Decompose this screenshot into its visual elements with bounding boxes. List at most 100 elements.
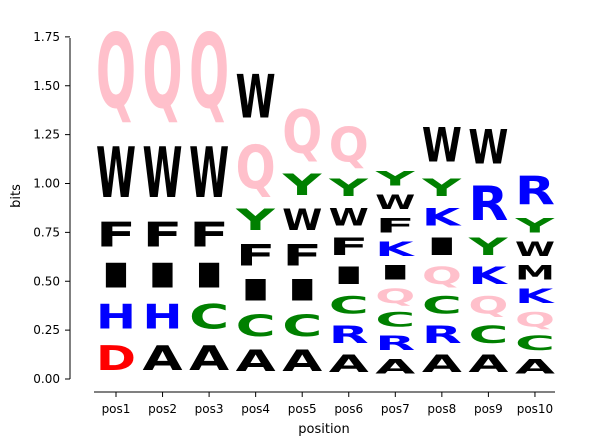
logo-letter-q: Q: [422, 262, 462, 290]
y-tick-label: 1.25: [33, 128, 60, 142]
logo-letter-c: C: [375, 309, 415, 332]
logo-letter-w: W: [282, 203, 322, 238]
logo-letter-q: Q: [236, 132, 276, 202]
logo-letter-w: W: [422, 117, 462, 172]
logo-letter-q: Q: [375, 286, 415, 308]
logo-letter-y: Y: [281, 169, 322, 203]
logo-letter-f: F: [96, 215, 136, 255]
logo-letter-c: C: [236, 309, 276, 343]
logo-letter-a: A: [236, 344, 277, 378]
x-tick-label: pos5: [288, 402, 317, 416]
logo-letter-k: K: [422, 204, 463, 232]
logo-letter-q: Q: [282, 97, 322, 167]
x-tick-label: pos1: [102, 402, 131, 416]
logo-letter-q: Q: [143, 12, 183, 132]
logo-letter-d: D: [96, 338, 136, 378]
logo-letter-a: A: [422, 350, 463, 378]
x-tick-label: pos9: [474, 402, 503, 416]
logo-letter-r: R: [375, 333, 415, 355]
logo-stacks: DHIFWQAHIFWQACIFWQACIFYQWACIFWYQARCIFWYQ…: [96, 12, 556, 379]
logo-letter-k: K: [375, 238, 416, 261]
y-tick-label: 0.00: [33, 372, 60, 386]
logo-letter-i: I: [329, 262, 369, 290]
logo-letter-i: I: [96, 256, 136, 296]
logo-letter-a: A: [329, 350, 370, 378]
logo-letter-r: R: [515, 168, 555, 214]
logo-letter-a: A: [375, 356, 415, 378]
logo-letter-q: Q: [515, 309, 555, 331]
logo-letter-k: K: [515, 285, 556, 308]
y-tick-label: 0.75: [33, 225, 60, 239]
logo-letter-w: W: [515, 238, 555, 260]
logo-letter-w: W: [468, 119, 508, 174]
y-axis-label: bits: [9, 184, 24, 208]
logo-letter-c: C: [189, 297, 229, 337]
logo-letter-f: F: [282, 238, 322, 272]
logo-letter-q: Q: [189, 12, 229, 132]
logo-letter-f: F: [236, 238, 276, 272]
logo-letter-f: F: [375, 215, 415, 237]
logo-letter-r: R: [329, 320, 369, 349]
x-tick-label: pos7: [381, 402, 410, 416]
x-tick-label: pos2: [148, 402, 177, 416]
logo-letter-c: C: [329, 291, 369, 319]
logo-letter-q: Q: [96, 12, 136, 132]
logo-letter-a: A: [515, 356, 555, 378]
logo-letter-y: Y: [421, 174, 462, 202]
logo-letter-w: W: [375, 191, 415, 213]
logo-letter-w: W: [143, 134, 183, 214]
logo-letter-h: H: [96, 297, 136, 337]
y-tick-label: 0.50: [33, 274, 60, 288]
x-tick-label: pos10: [517, 402, 553, 416]
x-tick-label: pos3: [195, 402, 224, 416]
logo-letter-q: Q: [329, 118, 369, 173]
y-tick-label: 1.00: [33, 177, 60, 191]
y-axis-ticks: 0.00 0.25 0.50 0.75 1.00 1.25 1.50 1.75: [33, 30, 70, 386]
y-tick-label: 1.50: [33, 79, 60, 93]
logo-letter-r: R: [422, 320, 462, 349]
logo-letter-q: Q: [468, 291, 508, 319]
logo-letter-w: W: [96, 134, 136, 214]
logo-letter-i: I: [422, 233, 462, 261]
logo-letter-w: W: [189, 134, 229, 214]
logo-letter-h: H: [143, 297, 183, 337]
y-tick-label: 0.25: [33, 323, 60, 337]
logo-letter-a: A: [143, 339, 183, 379]
logo-letter-w: W: [329, 204, 369, 232]
logo-letter-c: C: [515, 332, 555, 355]
logo-letter-f: F: [189, 215, 229, 255]
logo-letter-a: A: [282, 344, 323, 378]
logo-letter-c: C: [468, 320, 508, 348]
logo-letter-f: F: [329, 232, 369, 261]
logo-letter-i: I: [282, 274, 322, 308]
logo-letter-y: Y: [375, 168, 416, 190]
logo-letter-y: Y: [514, 215, 555, 237]
logo-letter-i: I: [375, 262, 415, 284]
logo-letter-k: K: [468, 262, 509, 290]
logo-letter-i: I: [189, 256, 229, 296]
logo-letter-a: A: [189, 339, 229, 379]
logo-letter-y: Y: [468, 233, 509, 261]
logo-letter-i: I: [236, 274, 276, 308]
logo-letter-w: W: [236, 62, 276, 132]
logo-letter-y: Y: [235, 204, 276, 238]
x-tick-label: pos8: [427, 402, 456, 416]
logo-letter-m: M: [515, 262, 555, 284]
x-axis-ticks: pos1 pos2 pos3 pos4 pos5 pos6 pos7 pos8 pos9 pos1…: [102, 392, 553, 416]
logo-letter-f: F: [143, 215, 183, 255]
logo-letter-a: A: [468, 350, 509, 378]
logo-letter-r: R: [468, 176, 508, 231]
y-tick-label: 1.75: [33, 30, 60, 44]
x-tick-label: pos4: [241, 402, 270, 416]
